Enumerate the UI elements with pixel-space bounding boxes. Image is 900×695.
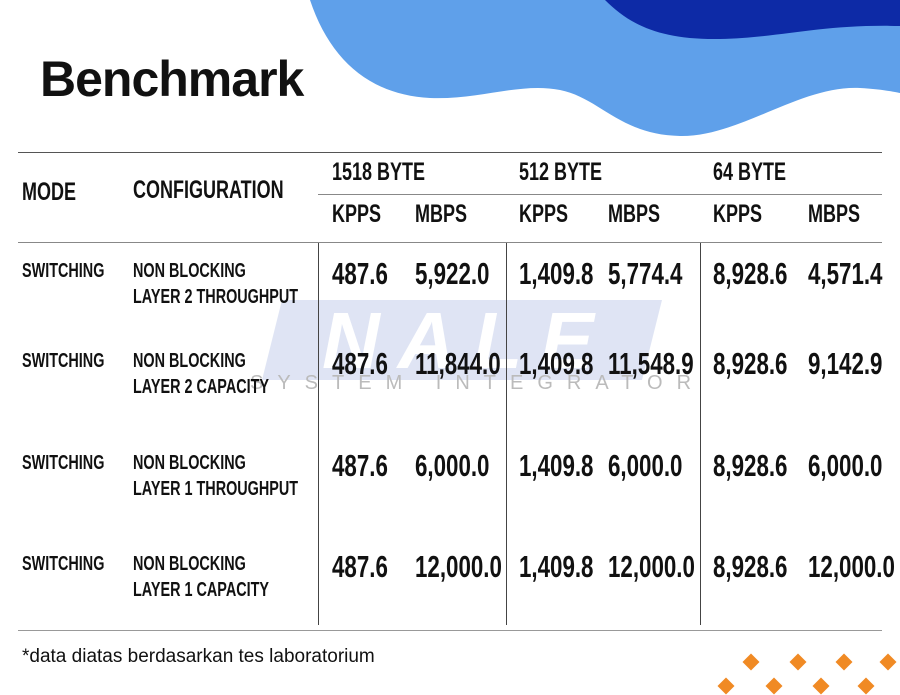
table-top-border <box>18 152 882 153</box>
header-sub: MBPS <box>808 200 861 228</box>
diamond-shape <box>742 653 760 671</box>
header-sub: KPPS <box>519 200 569 228</box>
header-divider <box>318 194 882 195</box>
row-value: 9,142.9 <box>808 346 883 381</box>
footnote: *data diatas berdasarkan tes laboratoriu… <box>22 646 375 667</box>
column-divider <box>700 243 701 625</box>
diamond-shape <box>835 653 853 671</box>
diamond-shape <box>879 653 897 671</box>
header-configuration: CONFIGURATION <box>133 176 284 204</box>
row-config-line1: NON BLOCKING <box>133 260 246 282</box>
row-config-line2: LAYER 2 THROUGHPUT <box>133 286 299 308</box>
row-value: 487.6 <box>332 256 388 291</box>
row-value: 5,774.4 <box>608 256 683 291</box>
header-sub: KPPS <box>332 200 382 228</box>
column-divider <box>318 243 319 625</box>
row-config-line2: LAYER 2 CAPACITY <box>133 376 270 398</box>
row-value: 8,928.6 <box>713 549 788 584</box>
wave-dark <box>605 0 900 40</box>
row-value: 6,000.0 <box>415 448 490 483</box>
row-mode: SWITCHING <box>22 350 105 372</box>
row-mode: SWITCHING <box>22 553 105 575</box>
row-config-line1: NON BLOCKING <box>133 452 246 474</box>
row-value: 11,844.0 <box>415 346 501 381</box>
row-value: 12,000.0 <box>415 549 502 584</box>
page-title: Benchmark <box>40 51 304 107</box>
header-bottom-border <box>18 242 882 243</box>
row-value: 8,928.6 <box>713 346 788 381</box>
wave-decoration <box>310 0 900 137</box>
header-sub: MBPS <box>415 200 468 228</box>
row-value: 487.6 <box>332 346 388 381</box>
header-sub: MBPS <box>608 200 661 228</box>
row-value: 1,409.8 <box>519 448 594 483</box>
row-value: 487.6 <box>332 448 388 483</box>
row-config-line1: NON BLOCKING <box>133 350 246 372</box>
diamond-shape <box>789 653 807 671</box>
header-sub: KPPS <box>713 200 763 228</box>
row-value: 1,409.8 <box>519 346 594 381</box>
row-value: 12,000.0 <box>808 549 895 584</box>
row-mode: SWITCHING <box>22 452 105 474</box>
row-value: 11,548.9 <box>608 346 694 381</box>
row-config-line2: LAYER 1 CAPACITY <box>133 579 270 601</box>
header-group: 512 BYTE <box>519 158 603 186</box>
row-mode: SWITCHING <box>22 260 105 282</box>
row-config-line2: LAYER 1 THROUGHPUT <box>133 478 299 500</box>
logo-tagline: SYSTEM INTEGRATOR <box>250 372 706 394</box>
row-value: 12,000.0 <box>608 549 695 584</box>
row-value: 8,928.6 <box>713 448 788 483</box>
row-value: 6,000.0 <box>808 448 883 483</box>
header-mode: MODE <box>22 178 76 206</box>
column-divider <box>506 243 507 625</box>
row-value: 487.6 <box>332 549 388 584</box>
row-value: 5,922.0 <box>415 256 490 291</box>
row-value: 8,928.6 <box>713 256 788 291</box>
row-value: 4,571.4 <box>808 256 883 291</box>
row-value: 6,000.0 <box>608 448 683 483</box>
header-group: 64 BYTE <box>713 158 787 186</box>
row-value: 1,409.8 <box>519 549 594 584</box>
table-bottom-border <box>18 630 882 631</box>
row-value: 1,409.8 <box>519 256 594 291</box>
header-group: 1518 BYTE <box>332 158 426 186</box>
row-config-line1: NON BLOCKING <box>133 553 246 575</box>
